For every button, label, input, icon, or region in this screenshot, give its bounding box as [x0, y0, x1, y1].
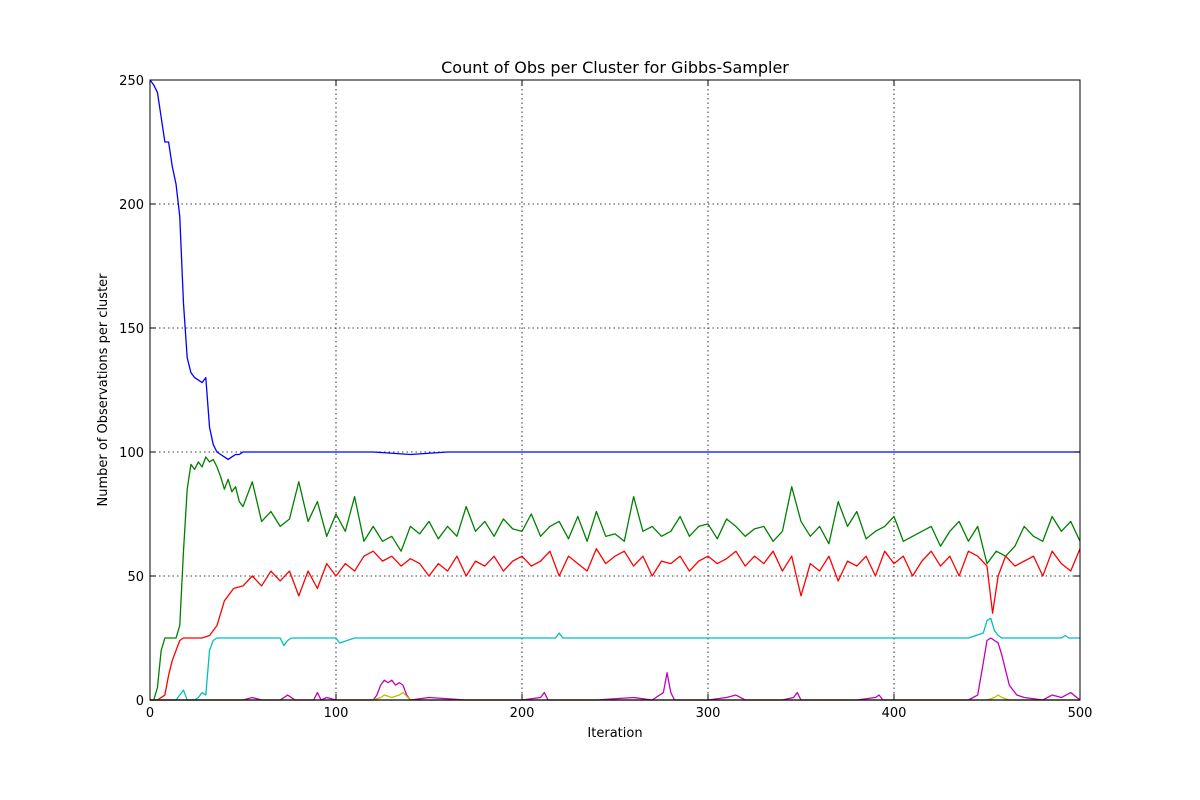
series-line-2 — [150, 456, 1081, 701]
ticks: 0 100 200 300 400 500 0 50 100 150 200 250 — [119, 74, 1092, 721]
x-axis-label: Iteration — [587, 726, 642, 741]
y-tick-label: 200 — [119, 198, 144, 213]
plot-frame — [149, 79, 1081, 701]
y-tick-label: 0 — [136, 694, 144, 709]
y-axis-label: Number of Observations per cluster — [96, 273, 111, 507]
series-line-6 — [150, 691, 1080, 701]
y-tick-label: 50 — [127, 570, 144, 585]
y-tick-label: 250 — [119, 74, 144, 89]
chart-title: Count of Obs per Cluster for Gibbs-Sampl… — [441, 58, 789, 77]
x-tick-label: 300 — [696, 706, 721, 721]
series-line-1 — [149, 79, 1080, 461]
x-tick-label: 0 — [146, 706, 154, 721]
series-line-3 — [150, 548, 1081, 701]
y-tick-label: 100 — [119, 446, 144, 461]
series-line-4 — [150, 617, 1080, 701]
x-tick-label: 100 — [324, 706, 349, 721]
x-tick-label: 400 — [882, 706, 907, 721]
x-tick-label: 500 — [1068, 706, 1093, 721]
x-tick-label: 200 — [510, 706, 535, 721]
y-tick-label: 150 — [119, 322, 144, 337]
